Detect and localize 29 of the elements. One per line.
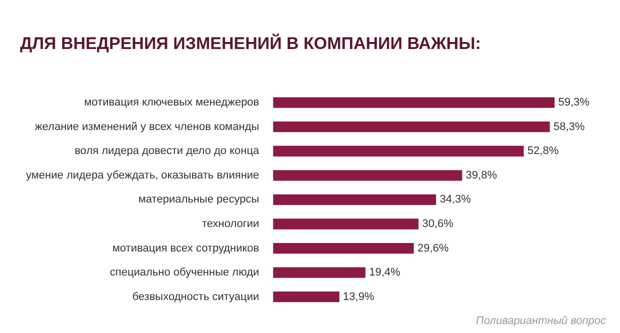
bar [273, 194, 436, 206]
y-tick-label: технологии [202, 218, 260, 230]
bar [273, 122, 550, 132]
data-label: 19,4% [369, 266, 401, 279]
bar [273, 267, 366, 278]
data-label: 29,6% [417, 242, 449, 254]
data-label: 34,3% [440, 194, 472, 206]
bar [273, 97, 555, 108]
bar [273, 218, 419, 230]
y-tick-label: воля лидера довести дело до конца [74, 145, 260, 158]
data-label: 30,6% [422, 218, 454, 230]
bar [273, 292, 340, 302]
y-tick-label: безвыходность ситуации [132, 290, 260, 303]
data-label: 52,8% [527, 145, 559, 158]
text: Поливариантный вопрос [476, 315, 606, 327]
data-label: 58,3% [554, 120, 585, 133]
bar [273, 242, 414, 254]
y-tick-label: желание изменений у всех членов команды [34, 120, 260, 133]
data-label: 39,8% [466, 169, 498, 182]
data-label: 59,3% [558, 96, 590, 109]
y-tick-label: мотивация ключевых менеджеров [84, 96, 260, 109]
bar [273, 170, 462, 181]
chart-title: ДЛЯ ВНЕДРЕНИЯ ИЗМЕНЕНИЙ В КОМПАНИИ ВАЖНЫ: [20, 32, 481, 53]
y-tick-label: материальные ресурсы [138, 194, 260, 206]
bar [273, 146, 524, 156]
y-tick-label: мотивация всех сотрудников [112, 242, 260, 254]
y-tick-label: умение лидера убеждать, оказывать влияние [26, 169, 260, 182]
data-label: 13,9% [343, 290, 374, 303]
y-tick-label: специально обученные люди [110, 266, 260, 279]
